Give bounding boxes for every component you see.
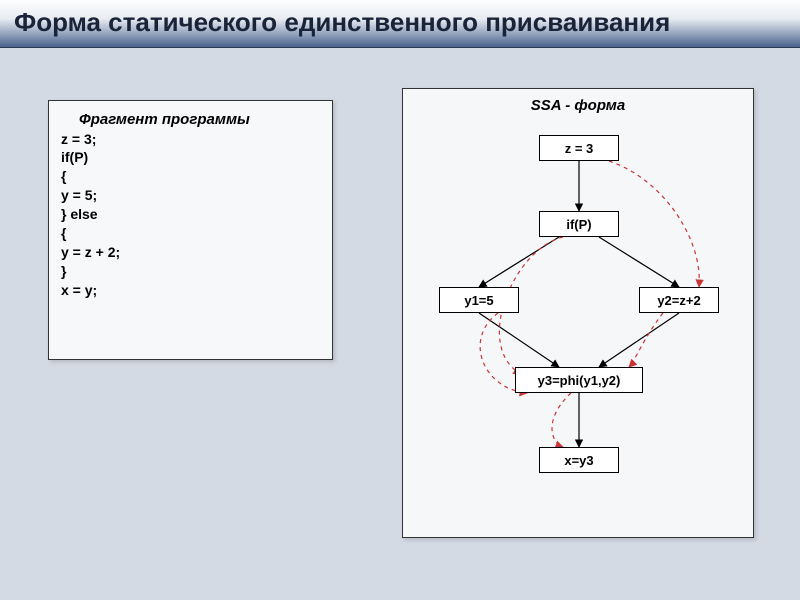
code-line: } else [61, 205, 320, 224]
ssa-node-z3: z = 3 [539, 135, 619, 161]
slide-content: Фрагмент программы z = 3;if(P){y = 5;} e… [0, 48, 800, 568]
code-line: } [61, 262, 320, 281]
ssa-edge [479, 237, 559, 287]
ssa-edge [479, 313, 559, 367]
ssa-diagram-panel: SSA - форма z = 3 if(P) y1=5 y2=z+2 y3=phi(y… [402, 88, 754, 538]
ssa-node-y2: y2=z+2 [639, 287, 719, 313]
code-line: if(P) [61, 148, 320, 167]
code-line: z = 3; [61, 130, 320, 149]
ssa-dependency-edge [609, 161, 699, 287]
code-line: y = z + 2; [61, 243, 320, 262]
ssa-node-ifP: if(P) [539, 211, 619, 237]
ssa-node-phi: y3=phi(y1,y2) [515, 367, 643, 393]
code-line: { [61, 224, 320, 243]
ssa-dependency-edge [629, 313, 663, 367]
code-line: y = 5; [61, 186, 320, 205]
code-fragment-panel: Фрагмент программы z = 3;if(P){y = 5;} e… [48, 100, 333, 360]
code-line: x = y; [61, 281, 320, 300]
code-fragment-title: Фрагмент программы [79, 111, 320, 128]
slide-header: Форма статического единственного присваи… [0, 0, 800, 48]
ssa-edge [599, 313, 679, 367]
ssa-edge [599, 237, 679, 287]
code-line: { [61, 167, 320, 186]
slide-title: Форма статического единственного присваи… [14, 8, 786, 37]
ssa-dependency-edge [552, 393, 571, 447]
ssa-node-xy3: x=y3 [539, 447, 619, 473]
ssa-node-y1: y1=5 [439, 287, 519, 313]
code-fragment-lines: z = 3;if(P){y = 5;} else{y = z + 2;}x = … [61, 130, 320, 300]
ssa-diagram-title: SSA - форма [403, 97, 753, 114]
